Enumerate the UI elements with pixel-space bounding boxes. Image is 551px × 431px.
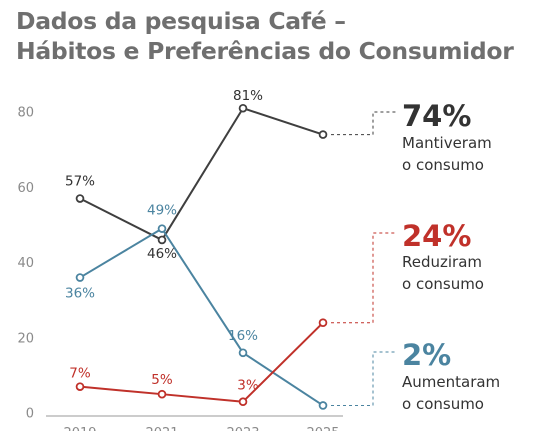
data-label-mantiveram: 81% bbox=[233, 88, 263, 104]
data-label-mantiveram: 57% bbox=[65, 174, 95, 190]
data-label-aumentaram: 49% bbox=[147, 203, 177, 219]
data-label-reduziram: 7% bbox=[69, 366, 91, 382]
data-label-mantiveram: 46% bbox=[147, 246, 177, 262]
y-tick-label: 20 bbox=[17, 331, 34, 346]
data-label-reduziram: 5% bbox=[151, 372, 173, 388]
connector-aumentaram bbox=[331, 351, 396, 406]
x-tick-label: 2019 bbox=[63, 426, 96, 431]
chart-title-line-1: Dados da pesquisa Café – bbox=[16, 7, 346, 35]
x-tick-label: 2023 bbox=[226, 426, 259, 431]
series-line-reduziram bbox=[79, 321, 324, 403]
y-tick-label: 0 bbox=[26, 407, 34, 422]
data-point-reduziram bbox=[75, 382, 85, 391]
data-point-aumentaram bbox=[318, 401, 328, 410]
data-point-mantiveram bbox=[75, 194, 85, 203]
annotation-caption-mantiveram: Mantiveram bbox=[402, 134, 492, 152]
data-point-aumentaram bbox=[238, 348, 248, 358]
data-point-aumentaram bbox=[157, 224, 167, 233]
y-tick-label: 40 bbox=[17, 256, 34, 271]
series-line-mantiveram bbox=[79, 107, 324, 241]
data-point-mantiveram bbox=[318, 130, 328, 139]
chart-title: Dados da pesquisa Café – Hábitos e Prefe… bbox=[16, 6, 514, 66]
chart-title-line-2: Hábitos e Preferências do Consumidor bbox=[16, 37, 514, 65]
x-tick-label: 2021 bbox=[145, 426, 178, 431]
connector-reduziram bbox=[331, 232, 396, 324]
data-point-reduziram bbox=[238, 397, 248, 407]
annotation-caption-aumentaram: o consumo bbox=[402, 395, 484, 413]
y-tick-label: 60 bbox=[17, 181, 34, 196]
annotation-caption-reduziram: o consumo bbox=[402, 275, 484, 293]
data-point-mantiveram bbox=[238, 103, 248, 113]
annotation-value-aumentaram: 2% bbox=[402, 338, 451, 372]
connector-mantiveram bbox=[331, 111, 396, 136]
annotation-value-reduziram: 24% bbox=[402, 219, 471, 253]
annotation-caption-aumentaram: Aumentaram bbox=[402, 373, 500, 391]
data-label-aumentaram: 36% bbox=[65, 286, 95, 302]
y-tick-label: 80 bbox=[17, 106, 34, 121]
x-tick-label: 2025 bbox=[306, 426, 339, 431]
data-point-aumentaram bbox=[75, 273, 85, 282]
data-point-mantiveram bbox=[157, 235, 167, 245]
data-point-reduziram bbox=[318, 318, 328, 328]
series-line-aumentaram bbox=[79, 227, 324, 407]
data-label-aumentaram: 16% bbox=[228, 328, 258, 344]
annotation-caption-reduziram: Reduziram bbox=[402, 253, 482, 271]
data-point-reduziram bbox=[157, 389, 167, 399]
annotation-caption-mantiveram: o consumo bbox=[402, 156, 484, 174]
data-label-reduziram: 3% bbox=[237, 378, 259, 394]
annotation-value-mantiveram: 74% bbox=[402, 99, 471, 133]
